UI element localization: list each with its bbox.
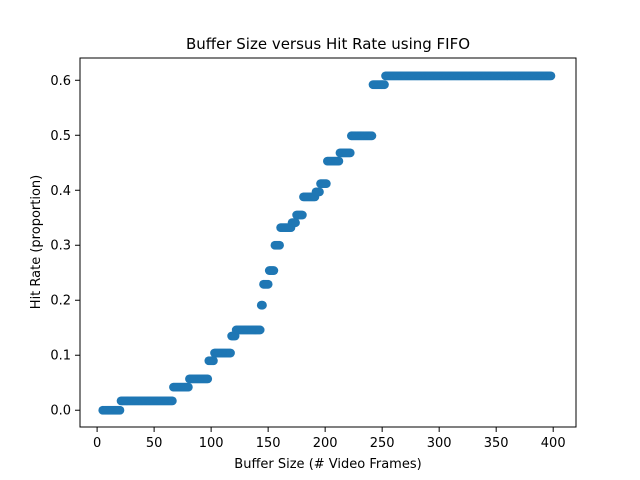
y-axis-ticks: 0.0 0.1 0.2 0.3 0.4 0.5 0.6 bbox=[50, 74, 80, 419]
data-point bbox=[203, 374, 213, 384]
data-point bbox=[546, 71, 556, 81]
x-tick-label: 50 bbox=[146, 436, 163, 451]
data-point bbox=[183, 382, 193, 392]
x-tick-label: 400 bbox=[541, 436, 566, 451]
data-point bbox=[334, 156, 344, 166]
y-tick-label: 0.6 bbox=[50, 74, 71, 89]
y-tick-label: 0.5 bbox=[50, 129, 71, 144]
x-axis-label: Buffer Size (# Video Frames) bbox=[234, 457, 421, 472]
data-point bbox=[297, 210, 307, 220]
data-point bbox=[209, 356, 218, 366]
y-axis-label: Hit Rate (proportion) bbox=[29, 175, 44, 309]
x-tick-label: 200 bbox=[313, 436, 338, 451]
x-tick-label: 150 bbox=[256, 436, 281, 451]
data-point bbox=[380, 80, 389, 90]
data-point bbox=[345, 148, 355, 158]
data-point bbox=[269, 266, 279, 275]
x-tick-label: 100 bbox=[199, 436, 224, 451]
x-tick-label: 250 bbox=[370, 436, 395, 451]
y-tick-label: 0.3 bbox=[50, 239, 71, 254]
chart-title: Buffer Size versus Hit Rate using FIFO bbox=[186, 35, 470, 53]
data-point bbox=[167, 396, 177, 406]
x-axis-ticks: 0 50 100 150 200 250 300 350 400 bbox=[93, 427, 566, 451]
y-tick-label: 0.4 bbox=[50, 184, 71, 199]
data-point bbox=[226, 348, 235, 358]
y-tick-label: 0.0 bbox=[50, 404, 71, 419]
plot-frame bbox=[79, 57, 577, 428]
x-tick-label: 0 bbox=[93, 436, 101, 451]
y-tick-label: 0.1 bbox=[50, 349, 71, 364]
x-tick-label: 300 bbox=[427, 436, 452, 451]
x-tick-label: 350 bbox=[484, 436, 509, 451]
data-point bbox=[263, 279, 273, 289]
data-points bbox=[98, 71, 556, 415]
data-point bbox=[367, 131, 377, 141]
data-point bbox=[258, 300, 267, 310]
data-point bbox=[291, 218, 300, 228]
data-point bbox=[115, 405, 125, 415]
data-point bbox=[321, 179, 331, 189]
y-tick-label: 0.2 bbox=[50, 294, 71, 309]
data-point bbox=[255, 325, 265, 335]
data-point bbox=[275, 240, 284, 250]
data-point bbox=[315, 187, 324, 197]
